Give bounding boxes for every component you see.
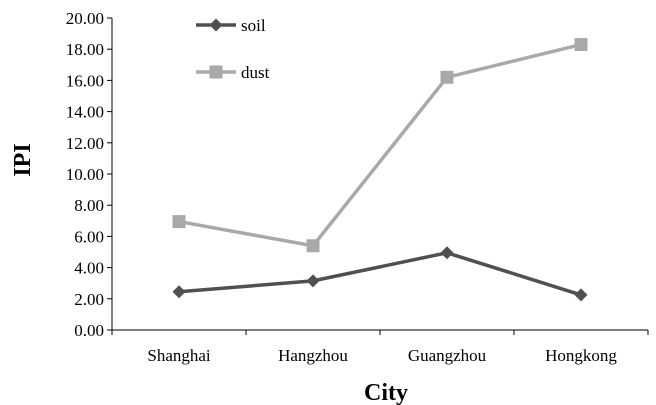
data-point-dust-shanghai bbox=[172, 215, 186, 229]
series-layer bbox=[172, 38, 588, 302]
data-point-dust-hangzhou bbox=[306, 239, 320, 253]
x-axis-title: City bbox=[364, 380, 408, 405]
legend-marker-soil bbox=[209, 18, 223, 32]
legend-label-dust: dust bbox=[241, 63, 270, 82]
legend: soil dust bbox=[196, 16, 270, 82]
data-point-soil-hongkong bbox=[574, 288, 588, 302]
y-tick-label: 14.00 bbox=[66, 103, 104, 122]
y-tick-label: 8.00 bbox=[74, 196, 104, 215]
data-point-dust-guangzhou bbox=[440, 70, 454, 84]
x-tick-label: Shanghai bbox=[147, 346, 211, 365]
data-point-soil-shanghai bbox=[172, 285, 186, 299]
y-axis-title: IPI bbox=[10, 143, 36, 176]
y-tick-label: 16.00 bbox=[66, 71, 104, 90]
y-tick-label: 18.00 bbox=[66, 40, 104, 59]
data-point-dust-hongkong bbox=[574, 38, 588, 52]
series-line-soil bbox=[178, 251, 582, 297]
x-ticks: Shanghai Hangzhou Guangzhou Hongkong bbox=[111, 330, 649, 365]
legend-marker-dust bbox=[209, 65, 223, 79]
y-tick-label: 10.00 bbox=[66, 165, 104, 184]
data-point-soil-hangzhou bbox=[306, 274, 320, 288]
y-tick-label: 20.00 bbox=[66, 9, 104, 28]
y-tick-label: 4.00 bbox=[74, 259, 104, 278]
y-tick-label: 2.00 bbox=[74, 290, 104, 309]
x-tick-label: Hangzhou bbox=[278, 346, 348, 365]
y-ticks: 0.00 2.00 4.00 6.00 8.00 10.00 12.00 14.00 16.00… bbox=[66, 9, 112, 340]
x-tick-label: Guangzhou bbox=[408, 346, 487, 365]
series-line-dust bbox=[178, 42, 582, 248]
legend-label-soil: soil bbox=[241, 16, 266, 35]
x-tick-label: Hongkong bbox=[545, 346, 617, 365]
data-point-soil-guangzhou bbox=[440, 246, 454, 260]
plot-area: 0.00 2.00 4.00 6.00 8.00 10.00 12.00 14.00 16.00… bbox=[66, 9, 649, 365]
y-tick-label: 0.00 bbox=[74, 321, 104, 340]
y-tick-label: 12.00 bbox=[66, 134, 104, 153]
y-tick-label: 6.00 bbox=[74, 227, 104, 246]
